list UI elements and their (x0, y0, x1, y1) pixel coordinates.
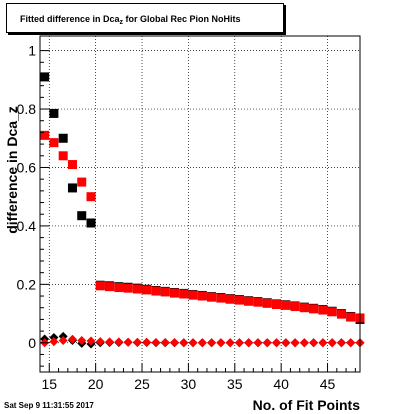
data-point-square (123, 283, 133, 293)
data-point-square (160, 287, 170, 297)
data-point-diamond (262, 338, 272, 348)
x-tick-label: 15 (41, 376, 57, 392)
y-axis-label-text: difference in Dca_z (4, 106, 20, 234)
y-tick-label: 0.8 (17, 101, 37, 117)
data-point-diamond (336, 338, 346, 348)
data-point-square (77, 177, 87, 187)
data-point-square (327, 307, 337, 317)
data-point-diamond (77, 335, 87, 345)
data-point-diamond (234, 338, 244, 348)
y-tick-label: 0.6 (17, 159, 37, 175)
data-point-diamond (169, 337, 179, 347)
y-axis-label: difference in Dca_z (4, 106, 20, 234)
data-point-diamond (281, 338, 291, 348)
data-point-diamond (188, 338, 198, 348)
data-point-diamond (309, 338, 319, 348)
data-point-diamond (67, 334, 77, 344)
data-point-square (114, 283, 124, 293)
y-tick-label: 0 (28, 335, 36, 351)
data-point-square (77, 211, 87, 221)
data-point-diamond (58, 335, 68, 345)
data-point-square (299, 303, 309, 313)
data-point-diamond (95, 337, 105, 347)
data-point-diamond (290, 338, 300, 348)
timestamp: Sat Sep 9 11:31:55 2017 (4, 401, 94, 410)
data-point-diamond (207, 338, 217, 348)
data-point-square (49, 108, 59, 118)
data-point-diamond (253, 338, 263, 348)
data-point-square (309, 304, 319, 314)
axis-ticks (39, 50, 356, 372)
x-tick-label: 30 (181, 376, 197, 392)
data-point-diamond (225, 338, 235, 348)
data-point-diamond (160, 337, 170, 347)
data-point-square (188, 290, 198, 300)
data-point-diamond (86, 336, 96, 346)
data-point-square (346, 312, 356, 322)
y-tick-label: 0.4 (17, 218, 37, 234)
data-point-square (67, 183, 77, 193)
data-point-square (86, 192, 96, 202)
data-point-square (179, 289, 189, 299)
tick-labels: 15 20 25 30 35 40 45 0 0.2 0.4 0.6 0.8 1 (17, 43, 336, 392)
x-tick-label: 40 (273, 376, 289, 392)
data-point-diamond (318, 338, 328, 348)
data-point-square (86, 218, 96, 228)
chart-title: Fitted difference in Dcaz for Global Rec… (20, 14, 241, 26)
data-point-diamond (216, 338, 226, 348)
data-point-diamond (299, 338, 309, 348)
data-point-square (67, 160, 77, 170)
data-point-diamond (179, 338, 189, 348)
data-point-square (336, 309, 346, 319)
data-point-square (318, 305, 328, 315)
data-point-square (225, 294, 235, 304)
plot-frame (39, 35, 361, 373)
x-axis-label: No. of Fit Points (253, 397, 361, 413)
data-point-square (281, 300, 291, 310)
x-tick-label: 20 (88, 376, 104, 392)
data-point-diamond (123, 337, 133, 347)
data-point-diamond (142, 337, 152, 347)
data-point-square (197, 291, 207, 301)
data-point-diamond (197, 338, 207, 348)
data-point-diamond (105, 337, 115, 347)
data-point-square (253, 297, 263, 307)
data-point-square (49, 138, 59, 148)
y-tick-label: 1 (28, 43, 36, 59)
data-point-square (216, 293, 226, 303)
data-point-square (105, 282, 115, 292)
data-point-diamond (151, 337, 161, 347)
data-point-square (142, 285, 152, 295)
data-point-square (58, 151, 68, 161)
data-point-square (169, 288, 179, 298)
data-point-square (40, 130, 50, 140)
data-marks (40, 72, 365, 349)
data-point-square (151, 286, 161, 296)
data-point-diamond (327, 338, 337, 348)
data-point-diamond (49, 337, 59, 347)
data-point-square (272, 300, 282, 310)
y-tick-label: 0.2 (17, 276, 37, 292)
data-point-square (40, 72, 50, 82)
data-point-square (262, 298, 272, 308)
data-point-square (95, 281, 105, 291)
data-point-diamond (114, 337, 124, 347)
data-point-square (244, 296, 254, 306)
data-point-diamond (244, 338, 254, 348)
data-point-diamond (272, 338, 282, 348)
x-tick-label: 35 (227, 376, 243, 392)
data-point-diamond (346, 338, 356, 348)
grid (40, 36, 360, 372)
data-point-square (58, 133, 68, 143)
data-point-square (234, 295, 244, 305)
data-point-diamond (132, 337, 142, 347)
data-point-square (207, 292, 217, 302)
data-point-square (290, 302, 300, 312)
x-tick-label: 45 (320, 376, 336, 392)
x-tick-label: 25 (134, 376, 150, 392)
chart-title-box: Fitted difference in Dcaz for Global Rec… (6, 3, 284, 33)
data-point-square (132, 284, 142, 294)
